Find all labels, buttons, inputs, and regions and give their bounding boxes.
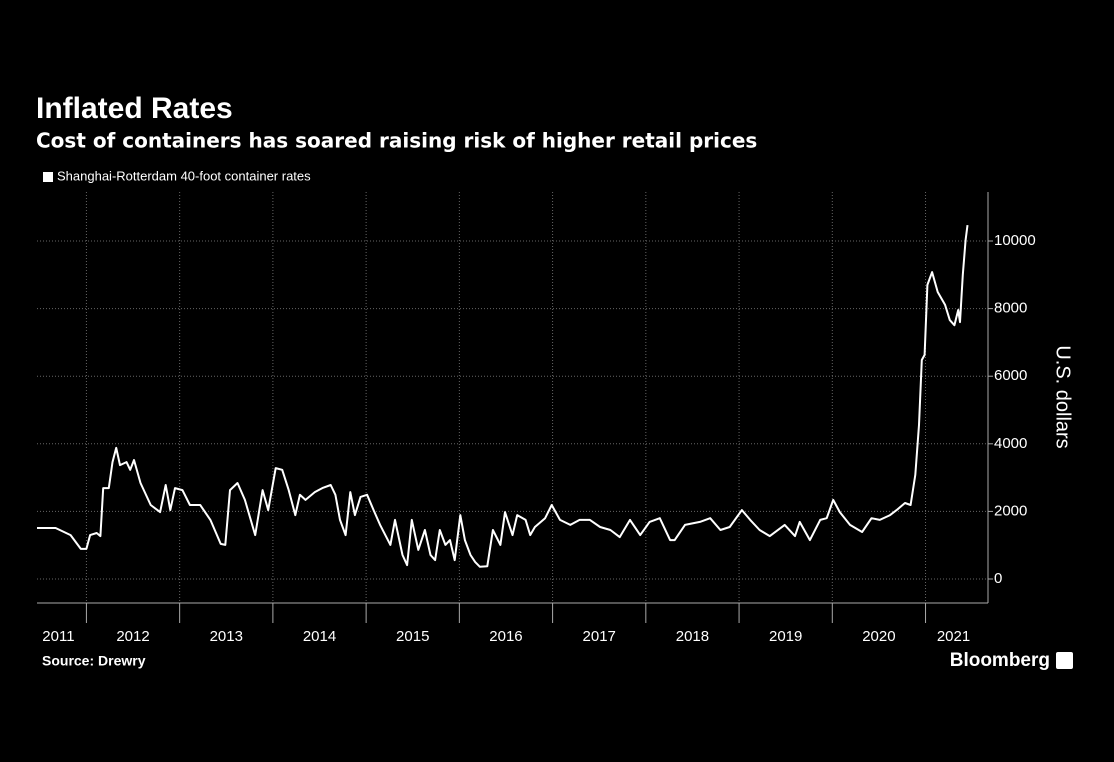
y-tick-label: 4000	[994, 435, 1027, 452]
x-tick-label: 2020	[862, 628, 895, 645]
x-tick-label: 2012	[116, 628, 149, 645]
chart-subtitle: Cost of containers has soared raising ri…	[36, 129, 757, 153]
x-tick-label: 2013	[210, 628, 243, 645]
legend-label: Shanghai-Rotterdam 40-foot container rat…	[57, 168, 311, 183]
brand-icon	[1056, 652, 1073, 669]
y-tick-label: 6000	[994, 367, 1027, 384]
y-tick-label: 8000	[994, 300, 1027, 317]
chart-title: Inflated Rates	[36, 92, 233, 125]
y-tick-label: 10000	[994, 232, 1036, 249]
x-tick-label: 2019	[769, 628, 802, 645]
y-axis-title: U.S. dollars	[1052, 345, 1074, 448]
source: Source: Drewry	[42, 653, 146, 669]
legend-swatch	[43, 172, 53, 182]
x-tick-label: 2016	[489, 628, 522, 645]
line	[37, 224, 969, 568]
y-tick-label: 0	[994, 570, 1002, 587]
brand: Bloomberg	[950, 650, 1050, 671]
y-tick-label: 2000	[994, 502, 1027, 519]
x-tick-label: 2017	[583, 628, 616, 645]
x-tick-label: 2018	[676, 628, 709, 645]
x-tick-label: 2021	[937, 628, 970, 645]
x-tick-label: 2011	[42, 628, 74, 645]
x-tick-label: 2014	[303, 628, 336, 645]
x-tick-label: 2015	[396, 628, 429, 645]
